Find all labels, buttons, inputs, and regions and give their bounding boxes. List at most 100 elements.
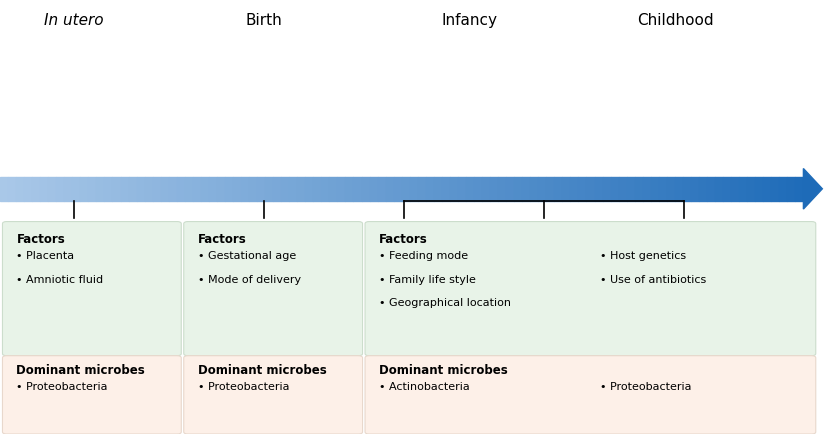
Bar: [353, 177, 362, 201]
Bar: [257, 177, 265, 201]
FancyBboxPatch shape: [2, 222, 181, 356]
Bar: [482, 177, 490, 201]
Bar: [771, 177, 780, 201]
Bar: [506, 177, 514, 201]
Bar: [538, 177, 546, 201]
FancyBboxPatch shape: [2, 356, 181, 434]
Bar: [458, 177, 466, 201]
Bar: [401, 177, 410, 201]
Bar: [490, 177, 498, 201]
Bar: [410, 177, 418, 201]
Text: Dominant microbes: Dominant microbes: [16, 365, 145, 378]
Bar: [338, 177, 345, 201]
Bar: [739, 177, 747, 201]
Bar: [587, 177, 594, 201]
Bar: [433, 177, 442, 201]
Bar: [0, 177, 8, 201]
Bar: [265, 177, 273, 201]
Bar: [691, 177, 699, 201]
Bar: [24, 177, 32, 201]
Text: Dominant microbes: Dominant microbes: [198, 365, 326, 378]
Bar: [369, 177, 377, 201]
Bar: [675, 177, 683, 201]
Bar: [64, 177, 73, 201]
Bar: [780, 177, 787, 201]
Bar: [105, 177, 112, 201]
FancyBboxPatch shape: [184, 222, 363, 356]
Bar: [634, 177, 643, 201]
Bar: [152, 177, 161, 201]
Text: Infancy: Infancy: [442, 13, 498, 28]
Text: • Proteobacteria: • Proteobacteria: [198, 382, 289, 392]
Bar: [466, 177, 474, 201]
Bar: [185, 177, 193, 201]
Bar: [715, 177, 723, 201]
Bar: [723, 177, 731, 201]
Text: • Gestational age: • Gestational age: [198, 251, 296, 261]
Bar: [225, 177, 233, 201]
Polygon shape: [803, 168, 822, 209]
Bar: [418, 177, 426, 201]
Bar: [241, 177, 249, 201]
Text: Birth: Birth: [246, 13, 282, 28]
Bar: [530, 177, 538, 201]
Bar: [755, 177, 763, 201]
Bar: [562, 177, 570, 201]
Bar: [707, 177, 715, 201]
Bar: [249, 177, 257, 201]
Bar: [305, 177, 313, 201]
Bar: [137, 177, 145, 201]
Bar: [281, 177, 289, 201]
Text: • Proteobacteria: • Proteobacteria: [600, 382, 691, 392]
Bar: [217, 177, 225, 201]
Bar: [683, 177, 691, 201]
Bar: [787, 177, 795, 201]
Bar: [81, 177, 88, 201]
Bar: [602, 177, 611, 201]
Bar: [40, 177, 48, 201]
Bar: [555, 177, 562, 201]
Text: • Family life style: • Family life style: [379, 275, 476, 285]
Bar: [514, 177, 522, 201]
Bar: [8, 177, 16, 201]
Text: Dominant microbes: Dominant microbes: [379, 365, 508, 378]
Text: In utero: In utero: [44, 13, 104, 28]
Bar: [112, 177, 120, 201]
Bar: [345, 177, 353, 201]
Text: Childhood: Childhood: [638, 13, 714, 28]
Text: Factors: Factors: [379, 233, 428, 246]
Bar: [426, 177, 433, 201]
Bar: [442, 177, 450, 201]
Bar: [763, 177, 771, 201]
FancyBboxPatch shape: [365, 222, 816, 356]
Bar: [570, 177, 578, 201]
Bar: [795, 177, 803, 201]
Bar: [233, 177, 241, 201]
Bar: [651, 177, 658, 201]
Bar: [88, 177, 96, 201]
Bar: [273, 177, 281, 201]
Bar: [169, 177, 176, 201]
Text: Factors: Factors: [198, 233, 246, 246]
Text: • Mode of delivery: • Mode of delivery: [198, 275, 301, 285]
Text: • Amniotic fluid: • Amniotic fluid: [16, 275, 104, 285]
Bar: [145, 177, 152, 201]
Bar: [56, 177, 64, 201]
Bar: [619, 177, 626, 201]
Bar: [161, 177, 169, 201]
Bar: [48, 177, 56, 201]
Bar: [73, 177, 81, 201]
Bar: [129, 177, 137, 201]
Bar: [611, 177, 619, 201]
Bar: [362, 177, 369, 201]
Bar: [297, 177, 305, 201]
Bar: [394, 177, 401, 201]
Bar: [747, 177, 755, 201]
Bar: [643, 177, 651, 201]
Bar: [32, 177, 40, 201]
Bar: [546, 177, 555, 201]
Bar: [193, 177, 201, 201]
Bar: [201, 177, 209, 201]
Text: • Actinobacteria: • Actinobacteria: [379, 382, 470, 392]
Bar: [659, 177, 667, 201]
